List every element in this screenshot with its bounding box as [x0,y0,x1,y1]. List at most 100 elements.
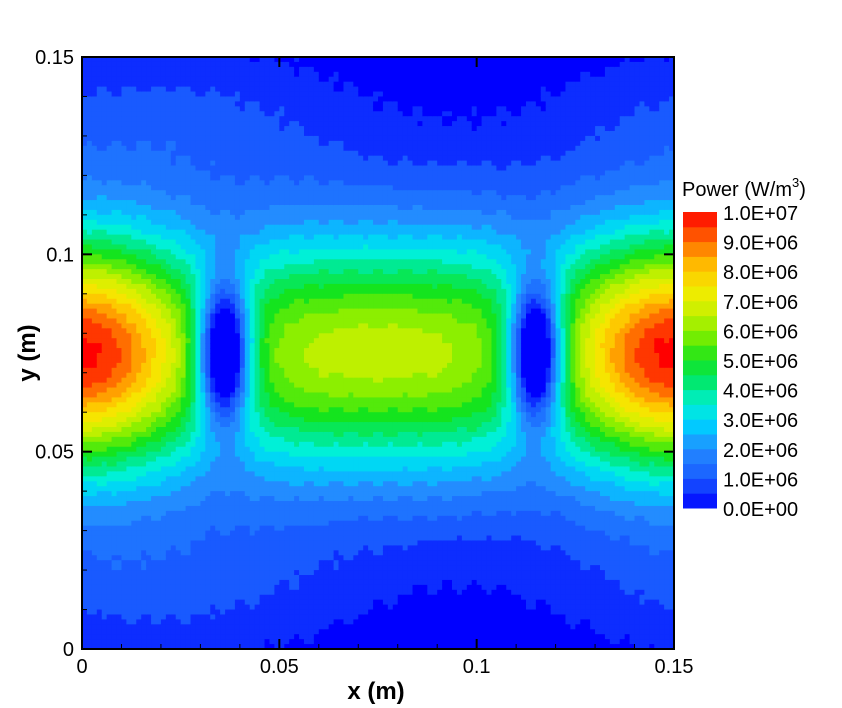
field-cell [141,594,147,601]
field-cell [156,96,162,102]
field-cell [274,234,280,241]
field-cell [106,170,113,176]
field-cell [279,520,285,527]
field-cell [254,308,261,315]
field-cell [230,259,236,265]
field-cell [190,441,197,448]
field-cell [249,234,256,241]
field-cell [269,126,275,132]
field-cell [111,382,118,389]
field-cell [230,303,236,310]
field-cell [101,402,108,408]
field-cell [254,269,261,275]
field-cell [225,609,231,616]
field-cell [225,318,231,324]
field-cell [121,101,127,107]
field-cell [239,367,246,374]
field-cell [205,106,211,112]
field-cell [190,224,197,231]
field-cell [205,338,211,344]
field-cell [156,185,162,191]
field-cell [160,175,167,181]
field-cell [160,496,167,502]
field-cell [170,555,177,561]
field-cell [274,219,280,226]
field-cell [254,417,261,423]
field-cell [106,402,113,408]
field-cell [175,441,182,448]
field-cell [165,372,172,379]
field-cell [170,209,177,216]
field-cell [249,308,256,315]
field-cell [230,308,236,315]
field-cell [264,165,271,172]
field-cell [215,609,221,616]
field-cell [274,584,280,591]
field-cell [160,599,167,606]
field-cell [91,609,98,616]
field-cell [220,639,226,645]
field-cell [190,496,197,502]
field-cell [284,431,290,438]
field-cell [170,81,177,88]
field-cell [190,436,197,443]
field-cell [269,155,275,162]
field-cell [151,619,157,625]
field-cell [165,594,172,601]
field-cell [106,57,113,63]
field-cell [180,254,187,260]
field-cell [269,106,275,112]
field-cell [230,555,236,561]
field-cell [111,407,118,413]
field-cell [200,530,206,537]
field-cell [156,313,162,320]
field-cell [269,61,275,68]
field-cell [136,259,142,265]
field-cell [279,560,285,566]
field-cell [82,106,88,112]
field-cell [215,71,221,78]
field-cell [244,209,251,216]
field-cell [259,505,266,512]
field-cell [151,505,157,512]
field-cell [106,200,113,206]
field-cell [151,639,157,645]
field-cell [234,81,241,88]
field-cell [200,283,206,290]
field-cell [244,619,251,625]
field-cell [156,584,162,591]
field-cell [101,353,108,359]
field-cell [274,501,280,507]
field-cell [111,594,118,601]
field-cell [264,634,271,640]
field-cell [254,629,261,635]
field-cell [121,209,127,216]
field-cell [116,249,123,255]
field-cell [111,318,118,324]
field-cell [284,264,290,270]
field-cell [180,274,187,280]
field-cell [234,575,241,581]
field-cell [239,629,246,635]
field-cell [249,126,256,132]
field-cell [200,496,206,502]
field-cell [146,209,152,216]
field-cell [230,466,236,472]
field-cell [136,318,142,324]
field-cell [220,589,226,596]
field-cell [101,417,108,423]
field-cell [220,170,226,176]
field-cell [230,510,236,517]
field-cell [180,372,187,379]
field-cell [239,219,246,226]
field-cell [121,422,127,428]
field-cell [126,131,132,137]
field-cell [279,535,285,542]
field-cell [180,594,187,601]
field-cell [82,244,88,250]
field-cell [279,131,285,137]
field-cell [195,298,201,305]
field-cell [101,431,108,438]
field-cell [136,555,142,561]
field-cell [116,160,123,167]
